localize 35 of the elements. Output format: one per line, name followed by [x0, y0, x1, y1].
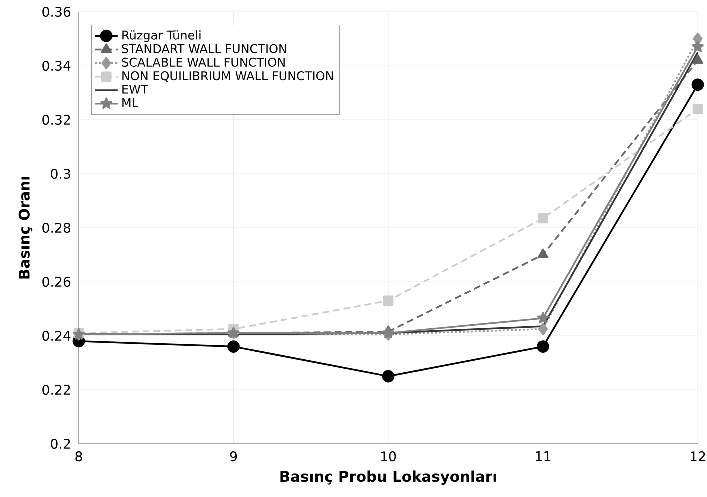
- x-tick-label: 12: [690, 452, 706, 462]
- x-tick-label: 9: [230, 452, 238, 462]
- point: [537, 312, 550, 324]
- x-tick-label: 8: [76, 452, 82, 462]
- x-tick-label: 10: [381, 452, 396, 462]
- legend-label: NON EQUILIBRIUM WALL FUNCTION: [122, 71, 334, 82]
- point: [692, 104, 704, 114]
- y-tick-label: 0.22: [42, 384, 70, 396]
- point: [382, 327, 394, 338]
- point: [382, 370, 395, 383]
- y-tick-label: 0.24: [42, 330, 71, 342]
- point: [383, 296, 394, 306]
- y-tick-label: 0.26: [42, 276, 71, 288]
- y-tick-label: 0.36: [42, 6, 71, 18]
- y-tick-label: 0.3: [51, 168, 70, 180]
- point: [228, 340, 240, 353]
- y-tick-label: 0.32: [42, 114, 70, 126]
- point: [538, 213, 548, 224]
- y-axis-title: Basınç Oranı: [18, 177, 33, 279]
- legend-label: STANDART WALL FUNCTION: [122, 44, 286, 54]
- legend-label: SCALABLE WALL FUNCTION: [122, 58, 285, 67]
- y-tick-label: 0.28: [42, 222, 71, 234]
- point: [538, 323, 548, 336]
- point: [692, 54, 704, 64]
- point: [537, 340, 550, 353]
- x-tick-label: 11: [536, 452, 551, 462]
- legend-label: ML: [122, 98, 138, 108]
- point: [692, 78, 704, 92]
- legend-label: Rüzgar Tüneli: [122, 30, 201, 42]
- y-tick-label: 0.2: [51, 438, 70, 450]
- point: [538, 248, 549, 259]
- x-axis-title: Basınç Probu Lokasyonları: [280, 470, 496, 486]
- y-tick-label: 0.34: [42, 60, 71, 72]
- legend-label: EWT: [122, 85, 148, 94]
- point: [692, 40, 704, 52]
